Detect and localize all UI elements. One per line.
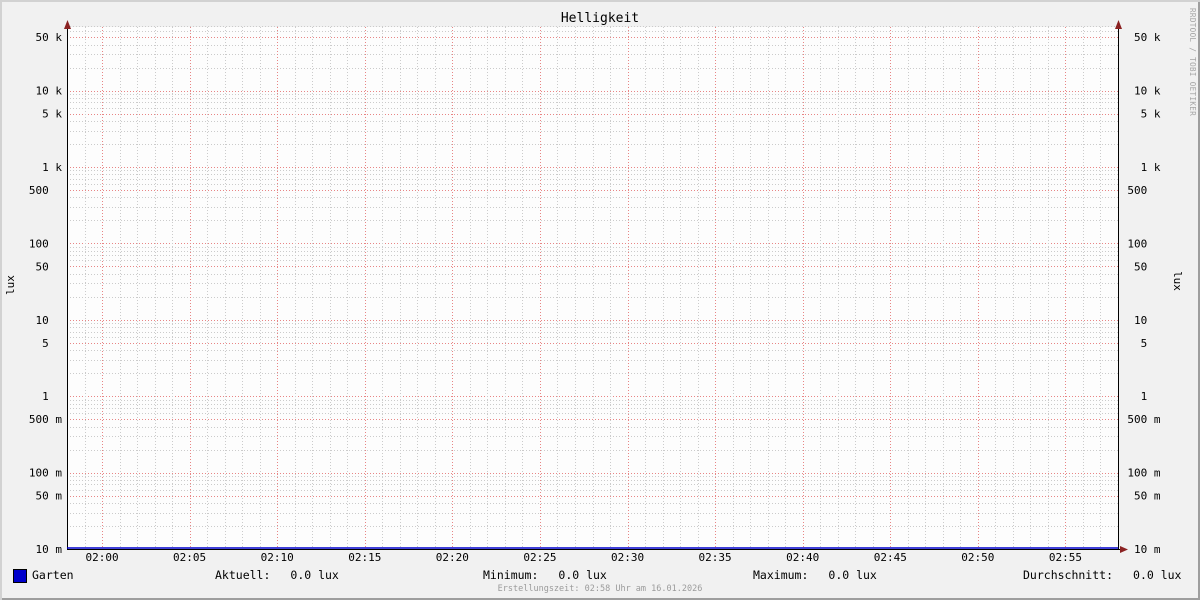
y-axis-arrow-left: [64, 20, 71, 29]
stat-label: Durchschnitt:: [1023, 568, 1114, 582]
y-tick-label-right: 50: [1121, 260, 1161, 273]
y-tick-label-right: 500 m: [1121, 413, 1161, 426]
creation-time: Erstellungszeit: 02:58 Uhr am 16.01.2026: [497, 584, 703, 594]
stat-label: Maximum:: [753, 568, 809, 582]
y-tick-label-left: 50 m: [22, 490, 62, 503]
stat-durchschnitt: Durchschnitt: 0.0 lux: [1023, 568, 1181, 582]
y-tick-label-right: 10: [1121, 314, 1161, 327]
stat-maximum: Maximum: 0.0 lux: [753, 568, 877, 582]
y-tick-label-right: 500: [1121, 184, 1161, 197]
x-tick-label: 02:00: [85, 551, 118, 564]
y-tick-label-left: 10 k: [22, 85, 62, 98]
x-tick-label: 02:05: [173, 551, 206, 564]
y-tick-label-right: 10 m: [1121, 543, 1161, 556]
y-tick-label-left: 1: [22, 390, 62, 403]
y-tick-label-left: 5 k: [22, 108, 62, 121]
y-tick-label-left: 50: [22, 260, 62, 273]
y-tick-label-right: 10 k: [1121, 85, 1161, 98]
y-tick-label-right: 50 m: [1121, 490, 1161, 503]
stat-value: 0.0 lux: [558, 568, 607, 582]
y-tick-label-left: 100 m: [22, 467, 62, 480]
stat-value: 0.0 lux: [1133, 568, 1182, 582]
y-axis-arrow-right: [1115, 20, 1122, 29]
stat-aktuell: Aktuell: 0.0 lux: [215, 568, 339, 582]
y-tick-label-left: 50 k: [22, 31, 62, 44]
x-tick-label: 02:35: [699, 551, 732, 564]
series-name: Garten: [32, 568, 74, 582]
x-tick-label: 02:25: [523, 551, 556, 564]
y-tick-label-left: 100: [22, 237, 62, 250]
y-tick-label-left: 10 m: [22, 543, 62, 556]
stat-label: Aktuell:: [215, 568, 271, 582]
y-tick-label-left: 500: [22, 184, 62, 197]
y-tick-label-left: 5: [22, 337, 62, 350]
x-tick-label: 02:10: [261, 551, 294, 564]
rrdtool-watermark: RRDTOOL / TOBI OETIKER: [1188, 8, 1197, 117]
stat-label: Minimum:: [483, 568, 539, 582]
x-tick-label: 02:15: [348, 551, 381, 564]
y-tick-label-right: 1: [1121, 390, 1161, 403]
stat-minimum: Minimum: 0.0 lux: [483, 568, 607, 582]
chart-title: Helligkeit: [560, 11, 640, 26]
stat-value: 0.0 lux: [828, 568, 877, 582]
y-tick-label-left: 1 k: [22, 161, 62, 174]
y-tick-label-right: 100 m: [1121, 467, 1161, 480]
y-tick-label-right: 5: [1121, 337, 1161, 350]
legend-row: Garten Aktuell: 0.0 lux Minimum: 0.0 lux M…: [0, 568, 1200, 583]
series-color-swatch: [13, 569, 27, 583]
x-tick-label: 02:30: [611, 551, 644, 564]
y-tick-label-left: 10: [22, 314, 62, 327]
y-tick-label-left: 500 m: [22, 413, 62, 426]
x-tick-label: 02:50: [961, 551, 994, 564]
x-axis-arrow: [1120, 546, 1128, 553]
y-tick-label-right: 50 k: [1121, 31, 1161, 44]
x-tick-label: 02:20: [436, 551, 469, 564]
x-tick-label: 02:40: [786, 551, 819, 564]
y-tick-label-right: 5 k: [1121, 108, 1161, 121]
y-tick-label-right: 100: [1121, 237, 1161, 250]
x-tick-label: 02:55: [1049, 551, 1082, 564]
x-tick-label: 02:45: [874, 551, 907, 564]
y-tick-label-right: 1 k: [1121, 161, 1161, 174]
stat-value: 0.0 lux: [290, 568, 339, 582]
